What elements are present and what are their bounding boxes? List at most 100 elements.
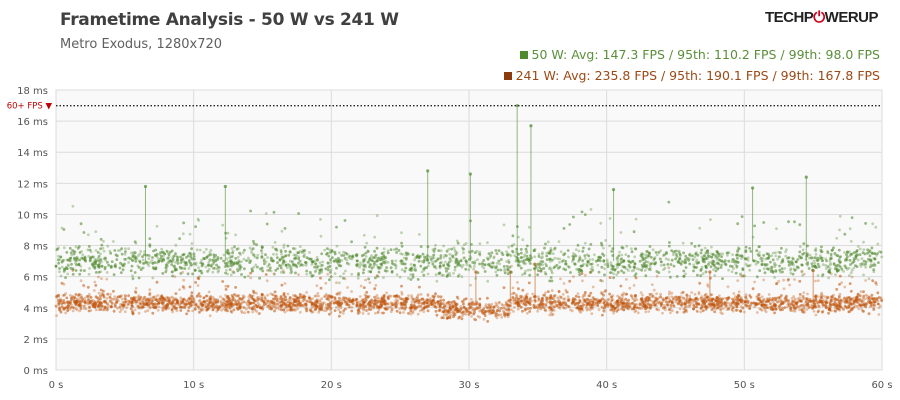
data-point: [294, 295, 298, 298]
data-point: [452, 312, 456, 316]
data-point: [447, 300, 450, 304]
data-point: [861, 299, 865, 302]
data-point: [769, 307, 773, 311]
data-point: [321, 302, 324, 305]
data-point: [99, 288, 103, 292]
data-point: [586, 298, 590, 302]
data-point: [863, 303, 866, 307]
data-point: [751, 287, 755, 291]
data-point: [284, 302, 287, 306]
data-point: [869, 303, 873, 307]
x-tick-label: 20 s: [321, 380, 342, 391]
data-point: [99, 297, 102, 301]
data-point: [344, 296, 347, 300]
data-point: [429, 301, 433, 305]
data-point: [620, 307, 623, 311]
data-point: [735, 304, 739, 308]
data-point: [294, 299, 297, 303]
data-point: [272, 297, 275, 301]
data-point: [814, 313, 818, 317]
data-point: [571, 301, 574, 304]
data-point: [872, 303, 876, 307]
data-point: [498, 309, 501, 313]
data-point: [876, 302, 880, 306]
data-point: [130, 304, 134, 308]
data-point: [802, 303, 806, 306]
data-point: [875, 296, 879, 300]
data-point: [598, 299, 602, 303]
data-point: [863, 304, 867, 307]
data-point: [621, 305, 625, 309]
data-point: [655, 301, 659, 305]
data-point: [350, 309, 354, 313]
data-point: [748, 294, 752, 297]
data-point: [147, 298, 151, 302]
data-point: [544, 303, 547, 307]
data-point: [63, 306, 66, 310]
data-point: [763, 303, 767, 307]
data-point: [261, 293, 264, 297]
data-point: [78, 299, 82, 303]
data-point: [666, 303, 669, 306]
data-point: [488, 305, 492, 309]
data-point: [205, 309, 209, 312]
y-tick-label: 14 ms: [17, 148, 48, 159]
data-point: [817, 305, 821, 308]
data-point: [427, 304, 430, 308]
data-point: [284, 295, 287, 299]
data-point: [653, 304, 657, 307]
data-point: [392, 294, 396, 298]
data-point: [203, 302, 207, 305]
data-point: [580, 306, 584, 310]
data-point: [843, 285, 847, 289]
data-point: [252, 298, 256, 302]
data-point: [312, 304, 316, 307]
data-point: [157, 301, 161, 305]
data-point: [462, 310, 466, 313]
data-point: [404, 296, 408, 300]
data-point: [806, 304, 809, 307]
data-point: [76, 297, 79, 301]
data-point: [245, 303, 249, 307]
data-point: [179, 306, 183, 309]
data-point: [733, 299, 736, 302]
data-point: [324, 303, 328, 307]
data-point: [190, 291, 194, 294]
data-point: [880, 298, 883, 301]
data-point: [253, 299, 257, 303]
data-point: [208, 301, 212, 305]
data-point: [283, 303, 287, 307]
data-point: [282, 308, 286, 312]
data-point: [364, 294, 368, 298]
data-point: [393, 295, 397, 298]
data-point: [440, 316, 444, 320]
data-point: [208, 314, 212, 318]
data-point: [487, 303, 491, 307]
data-point: [158, 297, 162, 301]
data-point: [701, 309, 705, 313]
data-point: [470, 315, 473, 318]
data-point: [507, 307, 511, 311]
data-point: [495, 309, 499, 312]
data-point: [694, 302, 698, 306]
data-point: [548, 308, 552, 312]
data-point: [263, 295, 267, 298]
data-point: [197, 305, 200, 309]
data-point: [190, 294, 194, 298]
data-point: [97, 303, 101, 306]
data-point: [735, 305, 739, 309]
data-point: [681, 290, 685, 294]
data-point: [692, 307, 695, 311]
data-point: [702, 298, 706, 302]
data-point: [424, 304, 427, 308]
data-point: [209, 298, 213, 302]
data-point: [561, 293, 565, 296]
data-point: [572, 300, 575, 304]
data-point: [425, 301, 429, 305]
data-point: [731, 297, 734, 301]
data-point: [716, 306, 719, 310]
data-point: [190, 300, 194, 304]
data-point: [336, 291, 340, 295]
data-point: [77, 299, 81, 302]
data-point: [326, 297, 330, 301]
